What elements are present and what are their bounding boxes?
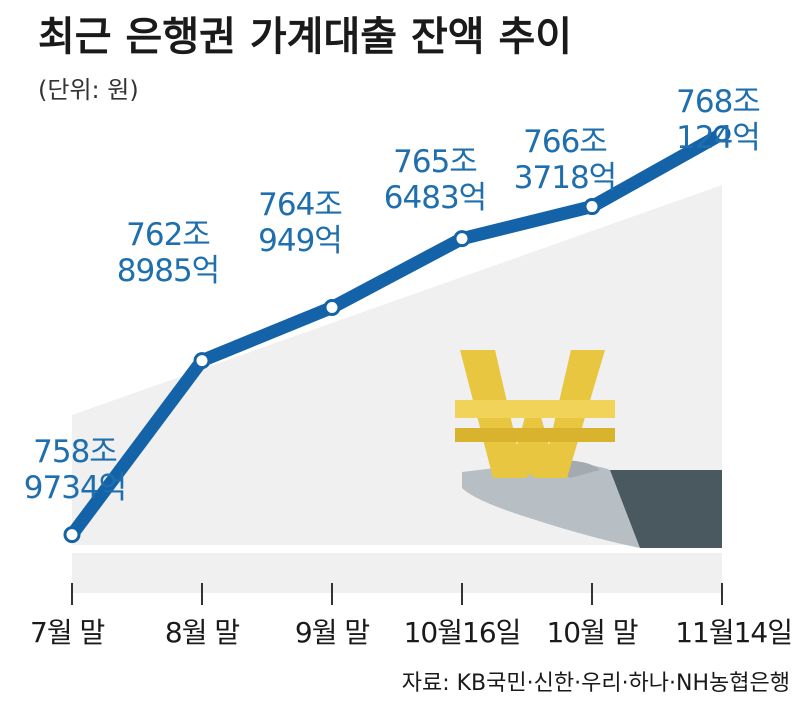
data-value-label: 766조 [523, 124, 607, 160]
x-tick-label: 8월 말 [165, 616, 239, 649]
data-value-label: 768조 [676, 84, 760, 120]
data-value-label: 764조 [258, 187, 342, 223]
data-point [323, 299, 341, 317]
data-point [453, 230, 471, 248]
chart-title: 최근 은행권 가계대출 잔액 추이 [38, 14, 572, 60]
x-tick-label: 10월 말 [546, 616, 637, 649]
data-value-label: 6483억 [384, 180, 486, 216]
data-point [193, 352, 211, 370]
data-value-label: 9734억 [24, 470, 126, 506]
source-note: 자료: KB국민·신한·우리·하나·NH농협은행 [402, 671, 790, 696]
data-point [583, 198, 601, 216]
x-tick-label: 9월 말 [295, 616, 369, 649]
data-value-label: 762조 [126, 217, 210, 253]
x-tick-label: 11월14일 [675, 616, 792, 649]
data-value-label: 758조 [33, 434, 117, 470]
data-value-label: 8985억 [117, 253, 219, 289]
data-value-label: 949억 [258, 223, 342, 259]
baseline-band [72, 553, 722, 593]
x-tick-label: 7월 말 [30, 616, 104, 649]
data-value-label: 765조 [393, 144, 477, 180]
unit-label: (단위: 원) [38, 76, 139, 104]
won-coin-on-hand-icon [455, 350, 722, 548]
series-line [65, 127, 729, 542]
data-value-label: 124억 [676, 120, 760, 156]
data-value-label: 3718억 [514, 160, 616, 196]
data-point [713, 125, 731, 143]
x-tick-label: 10월16일 [404, 616, 521, 649]
data-point [63, 526, 81, 544]
plot-background-mask [72, 180, 722, 415]
